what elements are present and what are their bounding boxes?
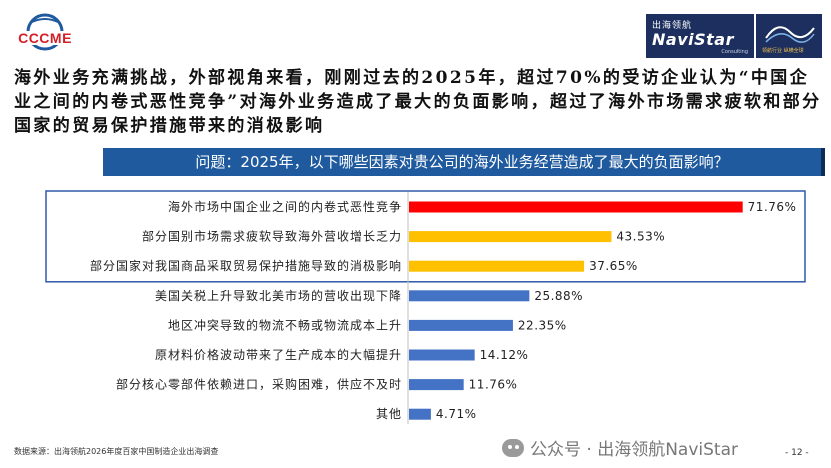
- category-label: 其他: [376, 407, 402, 421]
- value-label: 4.71%: [436, 407, 477, 421]
- bar: [409, 260, 585, 272]
- navistar-sub-text: Consulting: [721, 49, 748, 55]
- question-banner: 问题：2025年，以下哪些因素对贵公司的海外业务经营造成了最大的负面影响？: [103, 148, 825, 176]
- value-label: 71.76%: [748, 200, 797, 214]
- highlight-box: [45, 190, 806, 283]
- bar: [409, 319, 513, 331]
- navistar-swoosh-icon: [765, 26, 815, 43]
- value-label: 14.12%: [480, 348, 529, 362]
- cccme-logo-text: CCCME: [18, 30, 72, 46]
- chart-svg: 海外市场中国企业之间的内卷式恶性竞争 71.76% 部分国别市场需求疲软导致海外营收…: [45, 190, 806, 424]
- wechat-icon: [502, 438, 524, 457]
- navistar-cn-text: 出海领航: [652, 21, 693, 31]
- wechat-watermark: 公众号 · 出海领航NaviStar: [502, 435, 738, 460]
- bar: [409, 201, 743, 213]
- category-label: 美国关税上升导致北美市场的营收出现下降: [155, 288, 402, 303]
- cccme-logo-graphic: CCCME: [12, 13, 78, 51]
- factor-bar-chart: 海外市场中国企业之间的内卷式恶性竞争 71.76% 部分国别市场需求疲软导致海外营收…: [0, 188, 831, 424]
- navistar-logo: 出海领航 NaviStar Consulting 领航行业 纵横全球: [646, 14, 822, 58]
- bar: [409, 408, 431, 420]
- navistar-logo-box: 出海领航 NaviStar Consulting: [646, 14, 754, 58]
- cccme-logo: CCCME: [10, 12, 80, 56]
- page-number: - 12 -: [785, 448, 809, 458]
- headline-text: 海外业务充满挑战，外部视角来看，刚刚过去的2025年，超过70%的受访企业认为“…: [14, 68, 822, 136]
- value-label: 11.76%: [469, 378, 518, 392]
- value-label: 22.35%: [518, 318, 567, 332]
- category-label: 部分核心零部件依赖进口，采购困难，供应不及时: [116, 377, 402, 392]
- value-label: 37.65%: [589, 259, 638, 273]
- category-label: 地区冲突导致的物流不畅或物流成本上升: [168, 317, 402, 332]
- value-label: 25.88%: [534, 289, 583, 303]
- bar: [409, 290, 530, 302]
- navistar-en-text: NaviStar: [652, 30, 734, 49]
- navistar-slogan: 领航行业 纵横全球: [762, 48, 804, 54]
- bar: [409, 231, 612, 243]
- navistar-emblem: 领航行业 纵横全球: [756, 14, 822, 58]
- category-label: 海外市场中国企业之间的内卷式恶性竞争: [168, 199, 402, 214]
- watermark-text: 公众号 · 出海领航NaviStar: [530, 440, 738, 460]
- bar: [409, 349, 475, 361]
- data-source-note: 数据来源：出海领航2026年度百家中国制造企业出海调查: [14, 447, 219, 456]
- category-label: 部分国家对我国商品采取贸易保护措施导致的消极影响: [90, 258, 402, 273]
- category-label: 部分国别市场需求疲软导致海外营收增长乏力: [142, 229, 402, 244]
- value-label: 43.53%: [616, 230, 665, 244]
- category-label: 原材料价格波动带来了生产成本的大幅提升: [155, 347, 402, 362]
- bar: [409, 379, 464, 391]
